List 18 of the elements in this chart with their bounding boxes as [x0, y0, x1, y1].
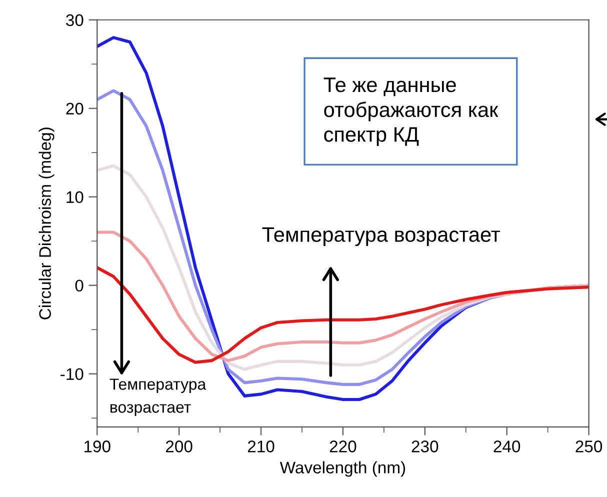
annotation: Температура возрастает — [262, 227, 500, 246]
x-axis-title: Wavelength (nm) — [280, 461, 406, 477]
y-axis-title: Circular Dichroism (mdeg) — [38, 128, 54, 320]
x-tick-label: 230 — [412, 440, 438, 452]
y-tick-label: 30 — [66, 14, 84, 26]
annotation: Те же данные отображаются как спектр КД — [324, 78, 498, 146]
x-tick-label: 220 — [330, 440, 356, 452]
y-tick-label: 20 — [66, 102, 84, 115]
x-tick-label: 190 — [84, 440, 110, 452]
y-tick-label: 0 — [75, 280, 84, 292]
line-series — [97, 266, 589, 364]
x-tick-label: 250 — [576, 440, 602, 452]
y-tick-label: -10 — [60, 368, 84, 380]
x-tick-label: 200 — [166, 440, 192, 452]
x-tick-label: 210 — [248, 440, 274, 452]
y-tick-label: 10 — [66, 191, 84, 204]
annotation: Температура возрастает — [110, 378, 206, 416]
x-tick-label: 240 — [494, 440, 520, 452]
